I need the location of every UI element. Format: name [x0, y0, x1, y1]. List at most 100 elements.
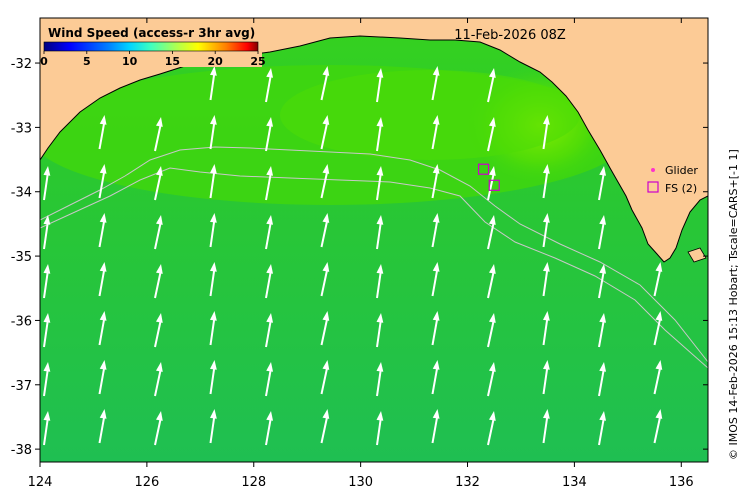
- y-tick-label: -38: [11, 443, 32, 458]
- wind-arrow-shaft: [487, 171, 495, 201]
- wind-arrow-shaft: [320, 71, 329, 101]
- isobath-200m: [40, 146, 708, 363]
- wind-arrow-shaft: [598, 269, 605, 299]
- plot-frame: [39, 17, 709, 463]
- wind-arrow-head: [488, 166, 496, 176]
- wind-arrow-shaft: [653, 316, 662, 346]
- wind-arrow-head: [488, 264, 496, 274]
- y-tick-label: -33: [11, 121, 32, 136]
- wind-arrow-head: [655, 262, 663, 272]
- wind-arrow-head: [542, 311, 550, 321]
- wind-arrow-head: [209, 66, 217, 76]
- wind-arrow-shaft: [376, 73, 382, 103]
- wind-arrow-shaft: [542, 218, 549, 248]
- wind-arrow-shaft: [209, 414, 216, 444]
- wind-arrow-head: [599, 411, 607, 421]
- wind-arrow-shaft: [487, 73, 495, 103]
- wind-arrow-shaft: [320, 169, 329, 199]
- wind-arrow-shaft: [542, 414, 549, 444]
- wind-arrow-shaft: [542, 316, 549, 346]
- wind-arrow-head: [99, 164, 107, 174]
- wind-arrow-head: [99, 360, 107, 370]
- wind-arrow-head: [322, 115, 330, 125]
- wind-arrow-shaft: [376, 269, 382, 299]
- wind-arrow-head: [322, 262, 330, 272]
- wind-arrow-head: [432, 409, 440, 419]
- colorbar-tick-label: 5: [83, 55, 91, 68]
- wind-arrow-shaft: [487, 269, 495, 299]
- wind-arrow-head: [266, 215, 274, 225]
- wind-arrow-shaft: [154, 416, 162, 446]
- wind-arrow-shaft: [542, 267, 549, 297]
- wind-arrow-shaft: [598, 367, 605, 397]
- wind-arrow-head: [322, 360, 330, 370]
- wind-arrow-head: [432, 213, 440, 223]
- wind-arrow-head: [542, 409, 550, 419]
- colorbar-tick-label: 20: [208, 55, 224, 68]
- wind-arrow-shaft: [431, 365, 439, 395]
- wind-arrow-shaft: [487, 318, 495, 348]
- wind-arrow-shaft: [265, 416, 272, 446]
- glider-legend-marker: [651, 168, 655, 172]
- wind-arrow-shaft: [320, 218, 329, 248]
- wind-arrow-head: [322, 164, 330, 174]
- x-axis: 124 126 128 130 132 134 136: [28, 18, 694, 490]
- legend: Glider FS (2): [647, 164, 698, 195]
- wind-arrow-head: [599, 166, 607, 176]
- wind-arrow-head: [376, 362, 384, 372]
- wind-arrow-shaft: [598, 416, 605, 446]
- wind-arrow-shaft: [431, 218, 439, 248]
- wind-arrow-shaft: [598, 318, 605, 348]
- wind-arrow-shaft: [98, 267, 106, 297]
- wind-arrow-head: [43, 411, 51, 421]
- x-tick-label: 126: [134, 475, 159, 490]
- wind-arrow-shaft: [431, 316, 439, 346]
- coastline: [40, 35, 708, 263]
- y-tick-label: -34: [11, 186, 32, 201]
- wind-arrow-head: [488, 68, 496, 78]
- colorbar-tick-label: 10: [122, 55, 138, 68]
- wind-arrow-shaft: [43, 416, 49, 446]
- wind-arrow-head: [155, 362, 163, 372]
- y-tick-label: -35: [11, 250, 32, 265]
- y-tick-label: -37: [11, 379, 32, 394]
- wind-arrow-head: [43, 362, 51, 372]
- colorbar-gradient: [43, 41, 259, 52]
- wind-arrow-head: [266, 264, 274, 274]
- wind-arrow-head: [155, 117, 163, 127]
- wind-arrow-head: [43, 313, 51, 323]
- wind-arrow-shaft: [265, 269, 272, 299]
- wind-arrow-head: [99, 262, 107, 272]
- plot-area: [40, 18, 708, 462]
- wind-arrow-head: [155, 215, 163, 225]
- wind-arrow-shaft: [320, 316, 329, 346]
- wind-arrow-shaft: [265, 73, 272, 103]
- wind-arrow-head: [599, 215, 607, 225]
- wind-arrow-head: [209, 262, 217, 272]
- wind-arrow-shaft: [209, 71, 216, 101]
- wind-arrow-head: [266, 313, 274, 323]
- wind-arrow-head: [43, 215, 51, 225]
- wind-arrow-shaft: [320, 120, 329, 150]
- wind-arrow-shaft: [265, 367, 272, 397]
- wind-arrow-head: [209, 360, 217, 370]
- x-tick-label: 134: [562, 475, 587, 490]
- isobath-2000m: [40, 167, 708, 369]
- wind-arrow-shaft: [154, 122, 162, 152]
- wind-arrow-shaft: [43, 220, 49, 250]
- wind-arrow-head: [322, 66, 330, 76]
- x-tick-label: 124: [28, 475, 53, 490]
- wind-arrow-shaft: [98, 316, 106, 346]
- wind-arrow-shaft: [209, 120, 216, 150]
- wind-arrow-shaft: [43, 171, 49, 201]
- wind-arrow-head: [376, 264, 384, 274]
- wind-arrow-head: [99, 115, 107, 125]
- wind-arrow-head: [209, 213, 217, 223]
- wind-arrow-head: [488, 215, 496, 225]
- wind-arrow-head: [488, 117, 496, 127]
- wind-arrow-shaft: [209, 267, 216, 297]
- wind-arrow-shaft: [154, 367, 162, 397]
- y-tick-label: -36: [11, 314, 32, 329]
- wind-arrow-head: [432, 311, 440, 321]
